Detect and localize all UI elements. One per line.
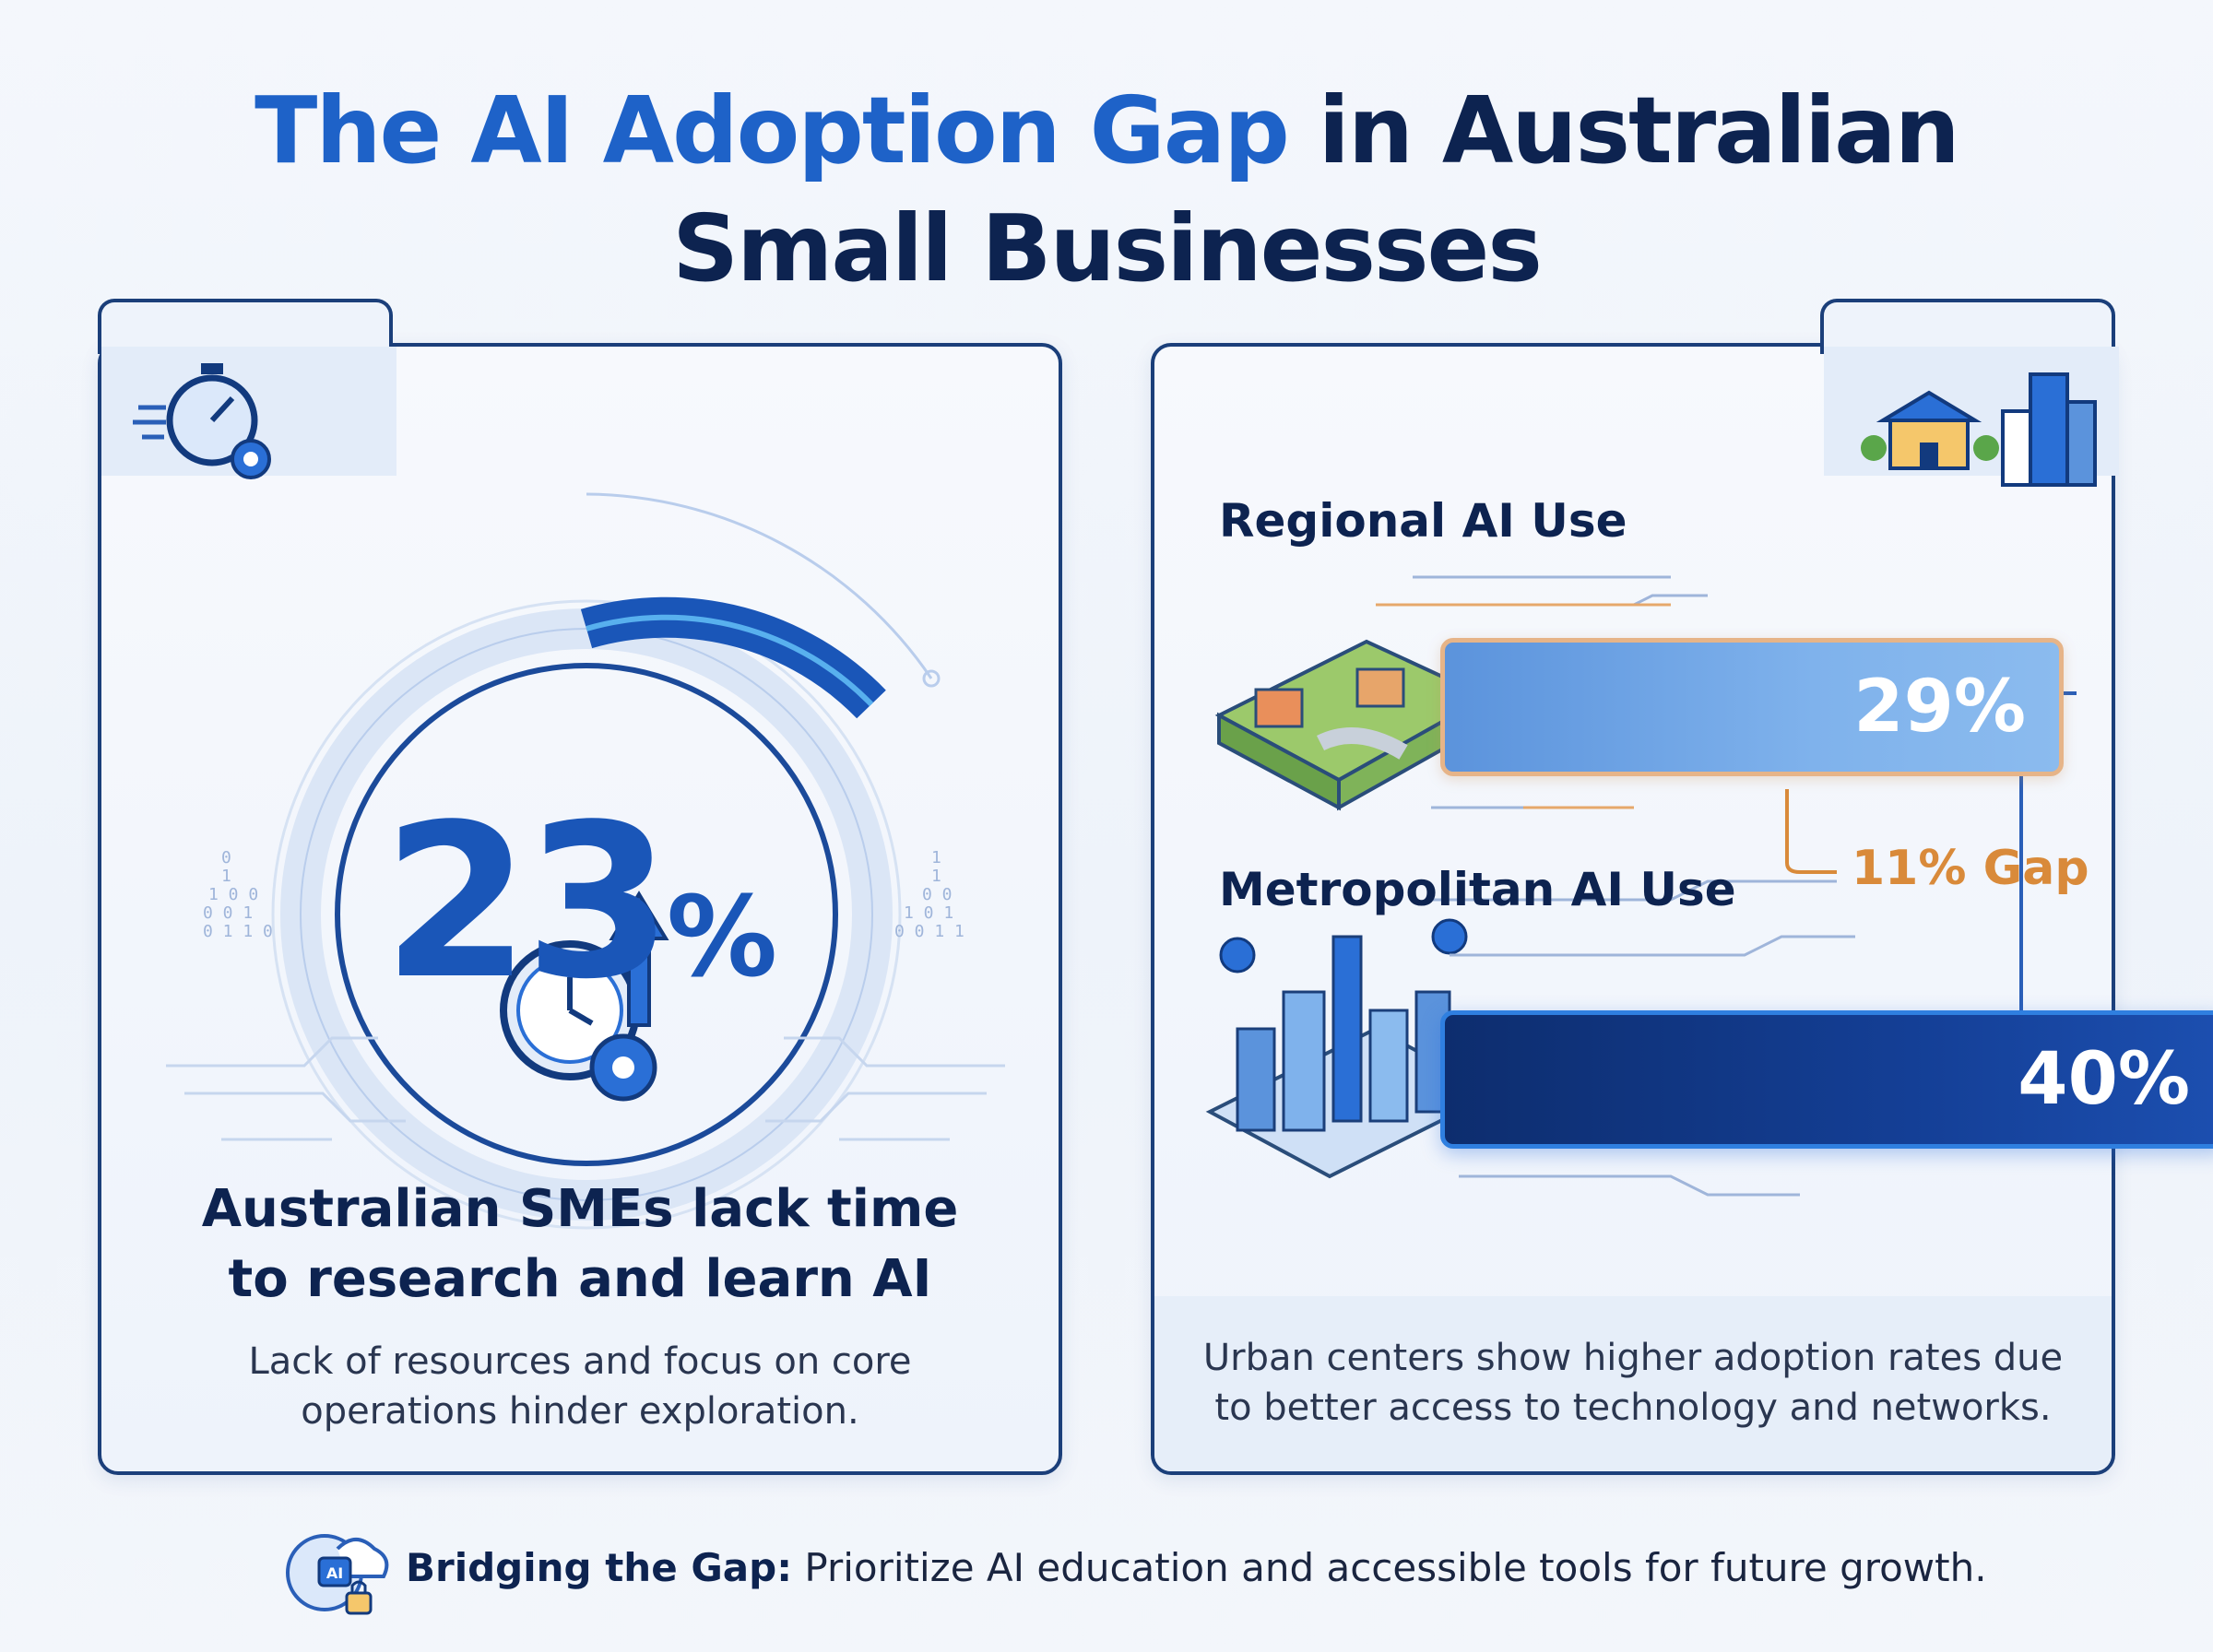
stopwatch-gear-icon bbox=[133, 363, 271, 479]
metro-label: Metropolitan AI Use bbox=[1219, 863, 1736, 916]
regional-value-bar: 29% bbox=[1440, 638, 2064, 776]
svg-text:1: 1 bbox=[221, 867, 231, 886]
right-subtext: Urban centers show higher adoption rates… bbox=[1202, 1337, 2064, 1429]
title-line2: Small Businesses bbox=[672, 195, 1543, 302]
up-arrow-icon bbox=[609, 891, 669, 1027]
title-rest: in Australian bbox=[1287, 77, 1960, 184]
card-tab bbox=[98, 299, 393, 354]
school-building-icon bbox=[1861, 390, 1999, 470]
svg-text:0 0: 0 0 bbox=[922, 885, 953, 904]
bottom-note-lead: Bridging the Gap: bbox=[406, 1545, 792, 1590]
left-headline: Australian SMEs lack time to research an… bbox=[201, 1179, 959, 1309]
svg-text:1: 1 bbox=[931, 867, 941, 886]
svg-text:AI: AI bbox=[326, 1564, 343, 1582]
metro-value-bar: 40% bbox=[1440, 1010, 2213, 1149]
card-footer-band bbox=[1154, 1296, 2112, 1471]
bottom-note-text: Prioritize AI education and accessible t… bbox=[792, 1545, 1987, 1590]
stat-percentage: 23% bbox=[382, 780, 778, 1026]
svg-text:0 0 1: 0 0 1 bbox=[203, 903, 253, 923]
left-subtext: Lack of resources and focus on core oper… bbox=[248, 1340, 912, 1433]
gap-label: 11% Gap bbox=[1852, 841, 2089, 896]
regional-metro-card: Regional AI Use 29% 11% Gap Metropolitan… bbox=[1151, 299, 2213, 1475]
skyscraper-icon bbox=[2001, 372, 2097, 487]
gap-arrow bbox=[1785, 789, 1837, 874]
svg-text:1 0 1: 1 0 1 bbox=[904, 903, 953, 923]
comparison-illustration bbox=[1205, 347, 2119, 1197]
title-highlight: The AI Adoption Gap bbox=[254, 77, 1290, 184]
svg-text:0: 0 bbox=[221, 848, 231, 867]
svg-text:0 0 1 1: 0 0 1 1 bbox=[894, 922, 964, 941]
brain-cloud-lock-icon: AI bbox=[286, 1534, 389, 1615]
page-title: The AI Adoption Gap in Australian Small … bbox=[0, 72, 2213, 308]
svg-text:0 1 1 0: 0 1 1 0 bbox=[203, 922, 273, 941]
clock-gear-icon bbox=[500, 940, 657, 1102]
svg-text:1: 1 bbox=[931, 848, 941, 867]
regional-label: Regional AI Use bbox=[1219, 494, 1627, 548]
bottom-note: Bridging the Gap: Prioritize AI educatio… bbox=[406, 1545, 1987, 1590]
gauge-illustration: 011 0 00 0 10 1 1 0 110 01 0 10 0 1 1 bbox=[101, 347, 1005, 1230]
card-tab bbox=[1820, 299, 2115, 354]
svg-text:1 0 0: 1 0 0 bbox=[208, 885, 258, 904]
